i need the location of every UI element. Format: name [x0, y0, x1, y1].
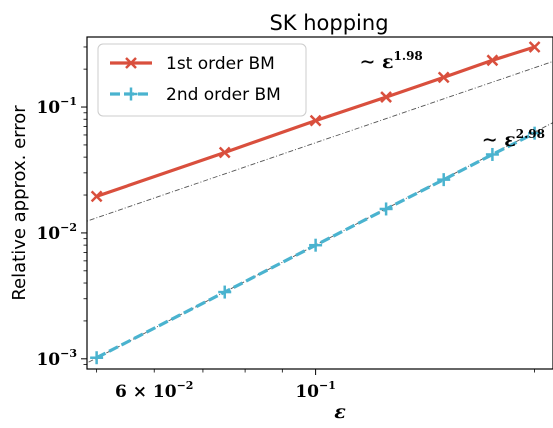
marker-s1-5	[437, 71, 450, 84]
fit-line-2	[87, 122, 553, 364]
chart-title: SK hopping	[269, 11, 388, 35]
x-tick-label: 6 × 10−2	[115, 379, 193, 402]
marker-s1-7	[528, 41, 541, 53]
series-markers	[90, 41, 542, 365]
legend-label: 2nd order BM	[166, 85, 281, 105]
marker-s2-3	[309, 238, 323, 252]
marker-s2-7	[528, 126, 542, 140]
slope-annotation-1: ∼ ε1.98	[359, 49, 422, 73]
legend: 1st order BM 2nd order BM	[97, 43, 307, 117]
slope-annotation-2: ∼ ε2.98	[482, 127, 545, 151]
x-axis-ticks: 6 × 10−2 10−1	[96, 369, 535, 402]
legend-entry-1: 1st order BM	[110, 54, 275, 74]
fit-line-1	[87, 60, 553, 222]
marker-s1-1	[90, 190, 103, 203]
marker-s1-4	[380, 91, 392, 103]
y-axis-ticks: 10−3 10−2 10−1	[36, 46, 87, 370]
marker-s1-6	[486, 54, 499, 67]
y-tick-label: 10−2	[36, 221, 77, 244]
slope-annotations: ∼ ε1.98 ∼ ε2.98	[359, 49, 545, 151]
legend-marker	[125, 57, 137, 69]
y-tick-label: 10−1	[36, 95, 77, 118]
marker-s2-1	[90, 351, 104, 365]
marker-s2-4	[379, 202, 393, 216]
marker-s2-5	[437, 173, 451, 187]
marker-s2-2	[218, 285, 232, 299]
marker-s1-3	[309, 114, 322, 127]
marker-s2-6	[485, 147, 499, 161]
legend-label: 1st order BM	[166, 54, 275, 74]
legend-entry-2: 2nd order BM	[110, 85, 281, 105]
y-axis-label: Relative approx. error	[9, 105, 30, 301]
marker-s1-2	[218, 146, 231, 159]
plot-frame	[86, 36, 553, 370]
y-tick-label: 10−3	[36, 347, 77, 370]
x-axis-label: ε	[334, 401, 346, 423]
x-tick-label: 10−1	[295, 379, 336, 402]
